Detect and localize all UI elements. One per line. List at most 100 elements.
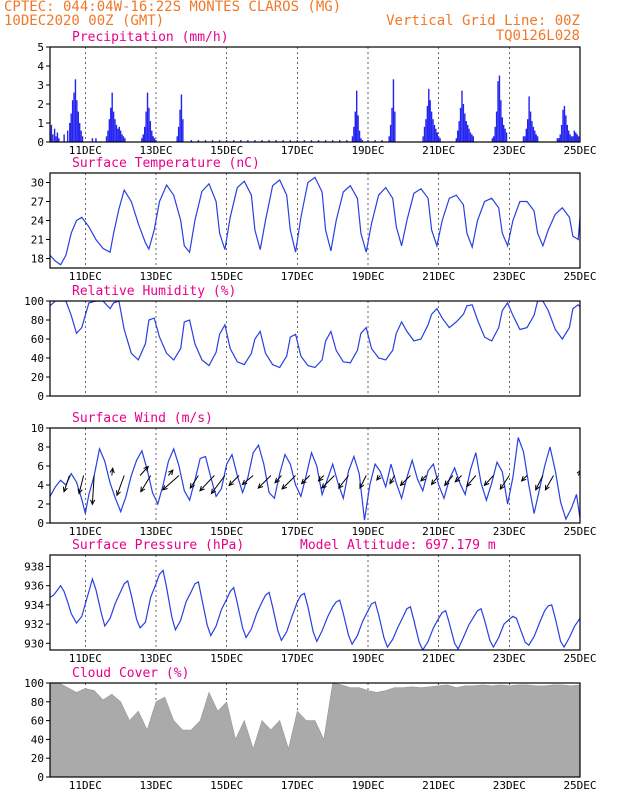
precip-bar — [197, 140, 200, 142]
precip-bar — [556, 138, 559, 142]
wind-arrow-head — [168, 469, 174, 476]
x-tick-label: 17DEC — [281, 270, 314, 283]
precip-bar — [80, 130, 82, 142]
precip-bar — [558, 138, 560, 142]
wind-arrow-shaft — [63, 475, 70, 492]
panel-title: Cloud Cover (%) — [72, 666, 189, 681]
x-tick-label: 23DEC — [493, 270, 526, 283]
wind-arrow — [535, 475, 544, 491]
x-tick-label: 15DEC — [210, 144, 243, 157]
wind-arrow-head — [210, 488, 217, 495]
wind-arrow — [281, 475, 296, 490]
precip-bar — [495, 111, 498, 142]
wind-arrow — [544, 475, 554, 491]
y-tick-label: 100 — [24, 295, 44, 308]
panel-3: 0 20 40 60 80 100 Relative Humidity (%) — [24, 284, 581, 403]
precip-bar — [52, 134, 54, 142]
wind-arrow-shaft — [139, 466, 149, 476]
precip-bar — [331, 140, 334, 142]
precip-bar — [71, 100, 74, 142]
y-tick-label: 40 — [31, 352, 44, 365]
precip-bar — [500, 100, 502, 142]
panel-title: Precipitation (mm/h) — [72, 30, 229, 45]
precip-bar — [146, 92, 149, 142]
wind-arrow — [317, 475, 325, 482]
wind-arrow-head — [359, 483, 365, 490]
panel-frame — [49, 682, 581, 778]
precip-bar — [559, 134, 561, 142]
precip-bar — [289, 140, 291, 142]
x-tick-label: 15DEC — [210, 270, 243, 283]
y-tick-label: 3 — [37, 79, 44, 92]
wind-arrow — [300, 475, 311, 485]
precip-bar — [528, 96, 530, 142]
wind-arrow-head — [338, 483, 344, 489]
precip-bar — [296, 140, 299, 142]
x-tick-label: 11DEC — [69, 779, 102, 792]
precip-bar — [117, 128, 119, 142]
precip-bar — [469, 132, 472, 142]
precip-bar — [426, 105, 429, 142]
precip-bar — [430, 111, 433, 142]
x-tick-label: 17DEC — [281, 779, 314, 792]
wind-arrow — [228, 475, 240, 487]
wind-arrow-head — [140, 486, 146, 493]
x-tick-label: 19DEC — [351, 652, 384, 665]
x-tick-label: 21DEC — [422, 525, 455, 538]
precip-bar — [497, 81, 499, 142]
wind-arrow-shaft — [321, 475, 335, 489]
x-tick-label: 13DEC — [139, 144, 172, 157]
precip-bar — [565, 115, 567, 142]
x-tick-label: 21DEC — [422, 270, 455, 283]
wind-arrow-shaft — [210, 475, 226, 494]
x-tick-label: 21DEC — [422, 652, 455, 665]
wind-arrow — [109, 467, 115, 476]
wind-arrow — [139, 465, 149, 476]
precip-bar — [527, 119, 529, 142]
wind-arrow-head — [520, 476, 527, 482]
wind-arrow-head — [257, 483, 264, 489]
panel-title: Relative Humidity (%) — [72, 284, 236, 299]
precip-bar — [573, 130, 576, 142]
y-tick-label: 2 — [37, 98, 44, 111]
wind-arrow — [376, 474, 382, 481]
panel-frame — [49, 300, 581, 397]
panel-frame — [49, 172, 581, 269]
x-tick-label: 13DEC — [139, 779, 172, 792]
panel-annotation: Model Altitude: 697.179 m — [300, 538, 496, 553]
precip-bar — [153, 138, 156, 142]
precip-bar — [74, 79, 77, 142]
precip-bar — [114, 119, 116, 142]
precip-bar — [145, 111, 147, 142]
plot-area — [50, 176, 580, 266]
panel-title: Surface Temperature (nC) — [72, 156, 260, 171]
precip-bar — [105, 136, 108, 142]
wind-arrow-head — [77, 488, 83, 495]
precip-bar — [115, 124, 118, 142]
y-tick-label: 100 — [24, 677, 44, 690]
x-tick-label: 15DEC — [210, 779, 243, 792]
precip-bar — [428, 88, 430, 142]
precip-bar — [524, 136, 526, 142]
wind-arrow — [499, 475, 510, 490]
wind-arrow-shaft — [78, 475, 85, 494]
precip-bar — [566, 124, 568, 142]
precip-bar — [388, 136, 390, 142]
series-line — [50, 301, 580, 369]
precip-bar — [394, 111, 396, 142]
precip-bar — [53, 128, 56, 142]
precip-bar — [493, 136, 495, 142]
precip-bar — [240, 140, 242, 142]
precip-bar — [204, 140, 207, 142]
wind-arrow-head — [143, 465, 149, 472]
panels-group: 11DEC 13DEC 15DEC 17DEC 19DEC 21DEC 23DEC 25DEC… — [24, 30, 596, 792]
y-tick-label: 60 — [31, 715, 44, 728]
wind-arrow-head — [300, 478, 307, 485]
y-tick-label: 27 — [31, 196, 44, 209]
precip-bar — [459, 107, 462, 142]
wind-arrow-head — [62, 486, 68, 493]
wind-arrow-shaft — [454, 475, 462, 483]
wind-arrow-shaft — [484, 475, 494, 486]
y-tick-label: 4 — [37, 479, 44, 492]
x-tick-label: 11DEC — [69, 525, 102, 538]
